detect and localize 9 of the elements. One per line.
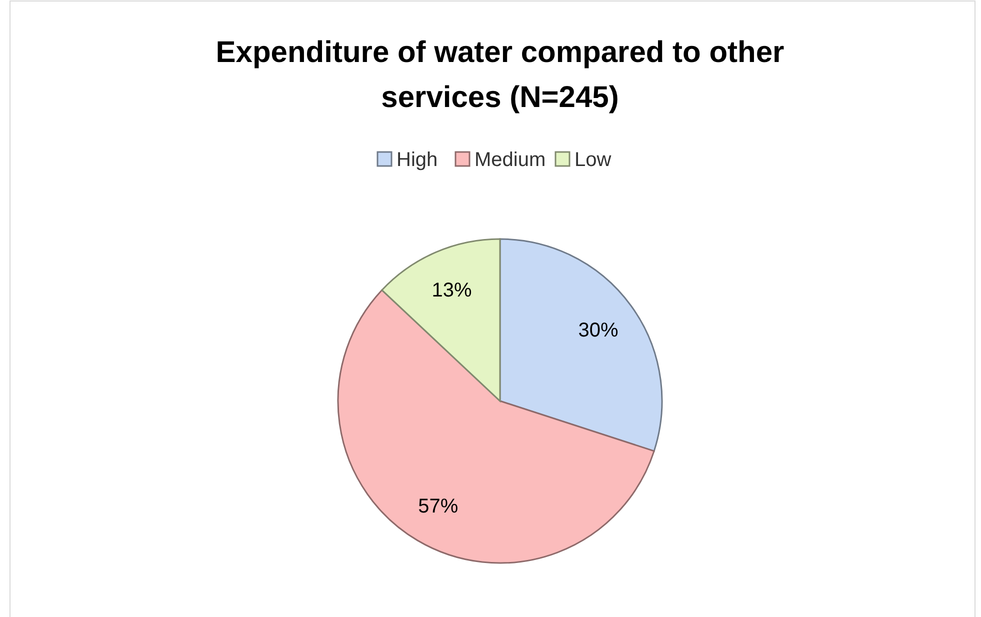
pie-slice — [381, 238, 501, 402]
legend-label: Medium — [474, 149, 546, 171]
pie-slice — [499, 238, 662, 452]
data-label: 30% — [578, 320, 619, 342]
legend-label: High — [396, 149, 438, 171]
chart-title: Expenditure of water compared to other services (N=245) — [216, 36, 785, 114]
legend-label: Low — [574, 149, 612, 171]
data-label: 57% — [418, 496, 458, 518]
data-label: 13% — [432, 279, 472, 302]
